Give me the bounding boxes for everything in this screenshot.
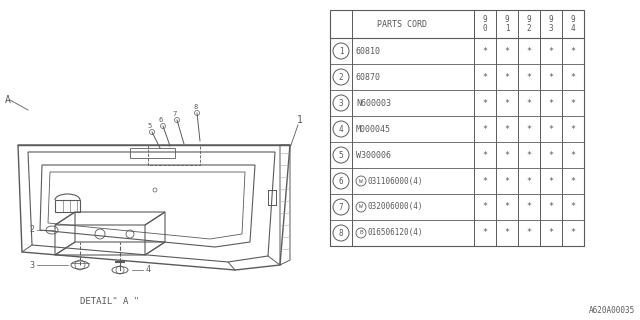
Text: *: *	[570, 46, 575, 55]
Text: 60810: 60810	[356, 46, 381, 55]
Text: *: *	[570, 124, 575, 133]
Text: 6: 6	[339, 177, 343, 186]
Text: 2: 2	[339, 73, 343, 82]
Text: 9
3: 9 3	[548, 15, 554, 33]
Text: 032006000(4): 032006000(4)	[368, 203, 424, 212]
Text: W: W	[359, 204, 363, 210]
Text: *: *	[570, 150, 575, 159]
Text: 5: 5	[339, 150, 343, 159]
Text: 1: 1	[339, 46, 343, 55]
Text: A620A00035: A620A00035	[589, 306, 635, 315]
Text: *: *	[527, 46, 531, 55]
Text: *: *	[483, 73, 488, 82]
Text: DETAIL" A ": DETAIL" A "	[81, 298, 140, 307]
Text: *: *	[504, 73, 509, 82]
Text: N600003: N600003	[356, 99, 391, 108]
Text: *: *	[504, 46, 509, 55]
Text: *: *	[548, 228, 554, 237]
Text: *: *	[504, 203, 509, 212]
Text: PARTS CORD: PARTS CORD	[377, 20, 427, 28]
Text: *: *	[483, 124, 488, 133]
Text: 3: 3	[339, 99, 343, 108]
Text: *: *	[483, 99, 488, 108]
Text: A: A	[5, 95, 11, 105]
Text: *: *	[548, 150, 554, 159]
Text: *: *	[504, 124, 509, 133]
Text: 1: 1	[297, 115, 303, 125]
Text: 9
2: 9 2	[527, 15, 531, 33]
Text: *: *	[527, 73, 531, 82]
Text: *: *	[483, 203, 488, 212]
Text: *: *	[548, 203, 554, 212]
Text: 60870: 60870	[356, 73, 381, 82]
Text: 2: 2	[29, 226, 35, 235]
Text: B: B	[359, 230, 363, 236]
Text: *: *	[570, 228, 575, 237]
Text: *: *	[527, 150, 531, 159]
Text: 6: 6	[159, 117, 163, 123]
Text: 7: 7	[173, 111, 177, 117]
Text: *: *	[548, 46, 554, 55]
Text: *: *	[527, 177, 531, 186]
Text: *: *	[504, 150, 509, 159]
Text: 7: 7	[339, 203, 343, 212]
Text: *: *	[483, 150, 488, 159]
Text: *: *	[527, 203, 531, 212]
Text: *: *	[548, 99, 554, 108]
Text: *: *	[504, 99, 509, 108]
Text: 9
1: 9 1	[505, 15, 509, 33]
Text: W: W	[359, 179, 363, 183]
Text: *: *	[570, 73, 575, 82]
Text: *: *	[504, 228, 509, 237]
Text: *: *	[548, 73, 554, 82]
Text: 8: 8	[339, 228, 343, 237]
Text: 3: 3	[29, 260, 35, 269]
Text: *: *	[483, 46, 488, 55]
Text: 4: 4	[145, 266, 150, 275]
Text: W300006: W300006	[356, 150, 391, 159]
Text: *: *	[527, 124, 531, 133]
Text: *: *	[527, 99, 531, 108]
Text: M000045: M000045	[356, 124, 391, 133]
Text: 016506120(4): 016506120(4)	[368, 228, 424, 237]
Text: 8: 8	[194, 104, 198, 110]
Text: *: *	[483, 177, 488, 186]
Text: *: *	[504, 177, 509, 186]
Text: 5: 5	[147, 123, 152, 129]
Text: *: *	[527, 228, 531, 237]
Text: *: *	[570, 99, 575, 108]
Text: 9
0: 9 0	[483, 15, 487, 33]
Text: *: *	[548, 177, 554, 186]
Text: *: *	[570, 203, 575, 212]
Text: 031106000(4): 031106000(4)	[368, 177, 424, 186]
Text: *: *	[548, 124, 554, 133]
Text: 9
4: 9 4	[571, 15, 575, 33]
Text: *: *	[483, 228, 488, 237]
Text: *: *	[570, 177, 575, 186]
Text: 4: 4	[339, 124, 343, 133]
